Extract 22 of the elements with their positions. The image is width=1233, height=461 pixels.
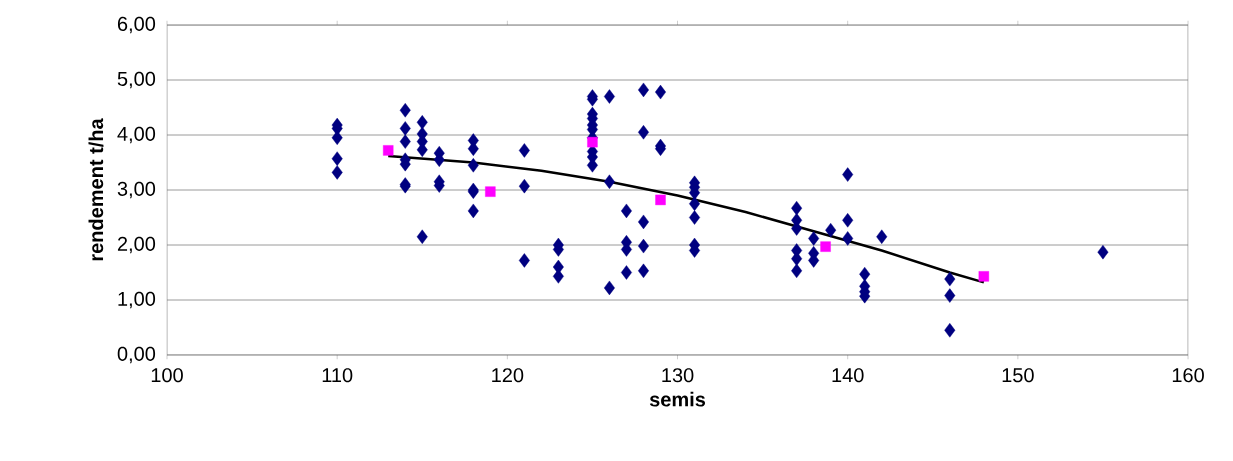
x-axis-title: semis [649, 391, 706, 407]
point [820, 241, 831, 252]
point [655, 194, 666, 206]
x-tick-label: 140 [832, 368, 864, 383]
x-tick-label: 130 [662, 368, 694, 383]
y-tick-label: 5,00 [117, 71, 156, 89]
y-tick-label: 2,00 [117, 236, 156, 254]
point [978, 271, 990, 282]
point [587, 136, 598, 148]
y-tick-label: 3,00 [117, 181, 156, 199]
y-tick-label: 1,00 [118, 291, 156, 309]
y-axis-title: rendement t/ha [88, 118, 104, 261]
x-tick-label: 100 [151, 368, 183, 383]
y-tick-label: 0,00 [117, 346, 156, 364]
point [383, 145, 394, 156]
x-tick-label: 160 [1172, 368, 1204, 383]
y-tick-label: 4,00 [117, 126, 156, 144]
x-tick-label: 150 [1002, 368, 1034, 383]
x-tick-label: 110 [322, 368, 353, 383]
point [485, 186, 496, 197]
x-tick-label: 120 [492, 368, 524, 383]
y-tick-label: 6,00 [117, 16, 156, 34]
